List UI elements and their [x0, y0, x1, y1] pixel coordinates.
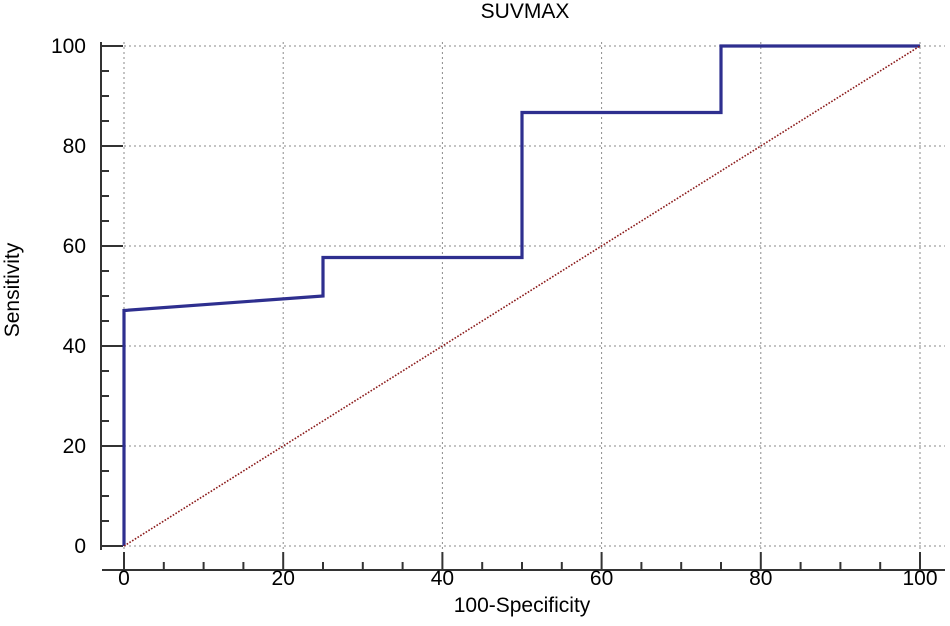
- x-tick-label: 60: [590, 567, 613, 590]
- series-layer: [122, 44, 921, 547]
- y-tick-label: 60: [63, 235, 86, 258]
- x-tick-label: 40: [431, 567, 454, 590]
- y-tick-label: 0: [74, 535, 86, 558]
- x-axis-title: 100-Specificity: [454, 594, 591, 617]
- axis-layer: [100, 42, 945, 571]
- x-tick-label: 20: [272, 567, 295, 590]
- x-tick-label: 100: [902, 567, 937, 590]
- x-tick-label: 80: [749, 567, 772, 590]
- label-layer: SUVMAX 100-Specificity Sensitivity 0 20 40…: [1, 0, 938, 617]
- grid-layer: [123, 42, 945, 550]
- y-tick-label: 80: [63, 135, 86, 158]
- y-tick-label: 20: [63, 435, 86, 458]
- x-tick-label: 0: [118, 567, 130, 590]
- y-tick-label: 40: [63, 335, 86, 358]
- chart-title: SUVMAX: [481, 0, 570, 23]
- y-tick-label: 100: [51, 35, 86, 58]
- y-axis-title: Sensitivity: [1, 242, 24, 337]
- roc-curve-line: [122, 44, 920, 546]
